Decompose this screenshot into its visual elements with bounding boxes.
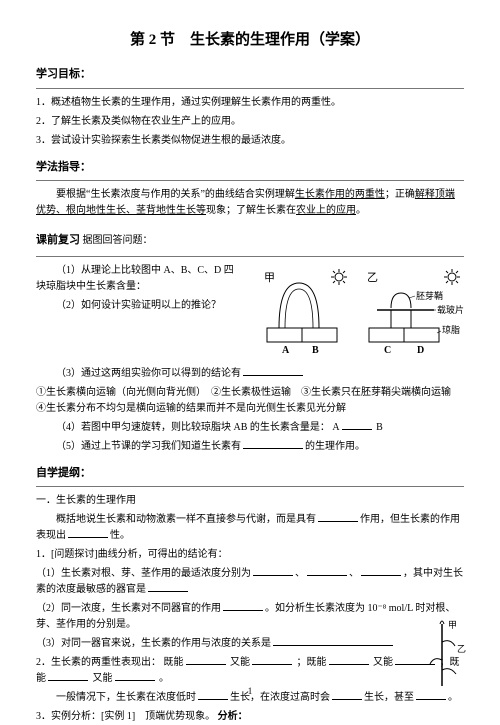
prereview-item-1: （1）从理论上比较图中 A、B、C、D 四块琼脂块中生长素含量： <box>36 263 236 295</box>
guide-u3: 农业上的应用 <box>296 205 356 216</box>
label-pei: 胚芽鞘 <box>416 290 443 301</box>
guide-text: ；正确 <box>385 189 415 200</box>
prereview-item-2: （2）如何设计实验证明以上的推论？ <box>36 298 236 314</box>
prereview-q1-q2-block: （1）从理论上比较图中 A、B、C、D 四块琼脂块中生长素含量： （2）如何设计… <box>36 263 464 363</box>
sun-icon <box>331 269 347 285</box>
label-B: B <box>312 345 319 356</box>
label-yi: 乙 <box>367 271 378 284</box>
blank <box>68 529 108 538</box>
text: 概括地说生长素和动物激素一样不直接参与代谢，而是具有 <box>56 514 316 525</box>
guide-text: 要根据“生长素浓度与作用的关系”的曲线结合实例理解 <box>56 189 295 200</box>
blank <box>48 672 88 681</box>
section-goals-head: 学习目标： <box>36 66 464 84</box>
divider <box>36 88 464 89</box>
blank <box>252 656 292 665</box>
blank <box>148 583 188 592</box>
blank <box>342 421 372 430</box>
divider <box>36 180 464 181</box>
prereview-item-5: （5）通过上节课的学习我们知道生长素有 的生理作用。 <box>36 439 464 455</box>
divider <box>36 256 464 257</box>
guide-text: 现象；了解生长素在 <box>206 205 296 216</box>
text: B <box>376 422 383 433</box>
prereview-item-3: （3）通过这两组实验你可以得到的结论有 <box>36 366 464 382</box>
text: 又能 <box>373 657 393 668</box>
text: （4）若图中甲匀速旋转，则比较琼脂块 AB 的生长素含量是： <box>56 422 330 433</box>
guide-paragraph: 要根据“生长素浓度与作用的关系”的曲线结合实例理解生长素作用的两重性；正确解释顶… <box>36 187 464 219</box>
plant-label-yi: 乙 <box>457 644 466 654</box>
blank <box>273 637 393 646</box>
text: （2）同一浓度，生长素对不同器官的作用 <box>36 603 221 614</box>
blank <box>329 656 369 665</box>
sun-icon <box>444 269 460 285</box>
goal-item-3: 3．尝试设计实验探索生长素类似物促进生根的最适浓度。 <box>36 133 464 149</box>
text: 的生理作用。 <box>305 441 365 452</box>
section-prereview-head: 课前复习 <box>36 232 80 250</box>
blank <box>115 672 155 681</box>
page-title: 第 2 节 生长素的生理作用（学案） <box>36 28 464 52</box>
text: （5）通过上节课的学习我们知道生长素有 <box>56 441 241 452</box>
blank <box>318 513 358 522</box>
blank <box>186 656 226 665</box>
text: （3）通过这两组实验你可以得到的结论有 <box>56 368 241 379</box>
text: 、 <box>295 568 305 579</box>
blank <box>307 567 347 576</box>
text: 又能 <box>230 657 250 668</box>
blank <box>243 367 303 376</box>
text: 、 <box>349 568 359 579</box>
selfstudy-q1-2: （2）同一浓度，生长素对不同器官的作用。如分析生长素浓度为 10⁻⁸ mol/L… <box>36 601 464 633</box>
prereview-item-3-options: ①生长素横向运输（向光侧向背光侧） ②生长素极性运输 ③生长素只在胚芽鞘尖端横向… <box>36 385 464 417</box>
text: （1）生长素对根、芽、茎作用的最适浓度分别为 <box>36 568 251 579</box>
selfstudy-q3-analyze: 分析： <box>218 711 248 722</box>
pre-review-head-row: 课前复习 据图回答问题： <box>36 222 464 254</box>
label-jia: 甲 <box>264 272 275 284</box>
selfstudy-q3: 3．实例分析：[实例 1] 顶端优势现象。 分析： <box>36 709 464 725</box>
selfstudy-q2: 2．生长素的两重性表现出： 既能 又能 ；既能 又能 ；既能 又能 。 <box>36 655 464 687</box>
text: 既能 <box>164 657 184 668</box>
text: 2．生长素的两重性表现出： <box>36 657 161 668</box>
text: 3．实例分析：[实例 1] 顶端优势现象。 <box>36 711 215 722</box>
prereview-intro: 据图回答问题： <box>83 235 153 246</box>
page-number: 1 <box>0 684 500 698</box>
guide-text: 。 <box>356 205 366 216</box>
blank <box>253 567 293 576</box>
text: 性。 <box>110 530 130 541</box>
prereview-item-4: （4）若图中甲匀速旋转，则比较琼脂块 AB 的生长素含量是： A B <box>36 420 464 436</box>
section-selfstudy-head: 自学提纲： <box>36 465 464 483</box>
text: ；既能 <box>297 657 327 668</box>
goal-item-2: 2．了解生长素及类似物在农业生产上的应用。 <box>36 114 464 130</box>
selfstudy-sub1: 一．生长素的生理作用 <box>36 493 464 509</box>
label-A: A <box>282 345 290 356</box>
text: A <box>332 422 339 433</box>
selfstudy-p1: 概括地说生长素和动物激素一样不直接参与代谢，而是具有作用，但生长素的作用表现出性… <box>36 512 464 544</box>
blank <box>243 440 303 449</box>
label-qiong: 琼脂 <box>442 324 460 335</box>
guide-u1: 生长素作用的两重性 <box>295 189 385 200</box>
goal-item-1: 1．概述植物生长素的生理作用，通过实例理解生长素作用的两重性。 <box>36 95 464 111</box>
selfstudy-q1-1: （1）生长素对根、芽、茎作用的最适浓度分别为、、，其中对生长素的浓度最敏感的器官… <box>36 566 464 598</box>
text: （3）对同一器官来说，生长素的作用与浓度的关系是 <box>36 638 271 649</box>
label-C: C <box>384 345 391 356</box>
divider <box>36 486 464 487</box>
plant-label-jia: 甲 <box>448 620 457 630</box>
plant-diagram: 甲 乙 <box>420 616 470 686</box>
coleoptile-diagram: 甲 A B 乙 <box>249 263 464 358</box>
selfstudy-q1: 1．[问题探讨]曲线分析，可得出的结论有： <box>36 547 464 563</box>
blank <box>223 602 263 611</box>
label-zai: 载玻片 <box>437 304 464 315</box>
selfstudy-q1-3: （3）对同一器官来说，生长素的作用与浓度的关系是 <box>36 636 464 652</box>
section-guide-head: 学法指导： <box>36 159 464 177</box>
blank <box>361 567 401 576</box>
label-D: D <box>417 345 424 356</box>
